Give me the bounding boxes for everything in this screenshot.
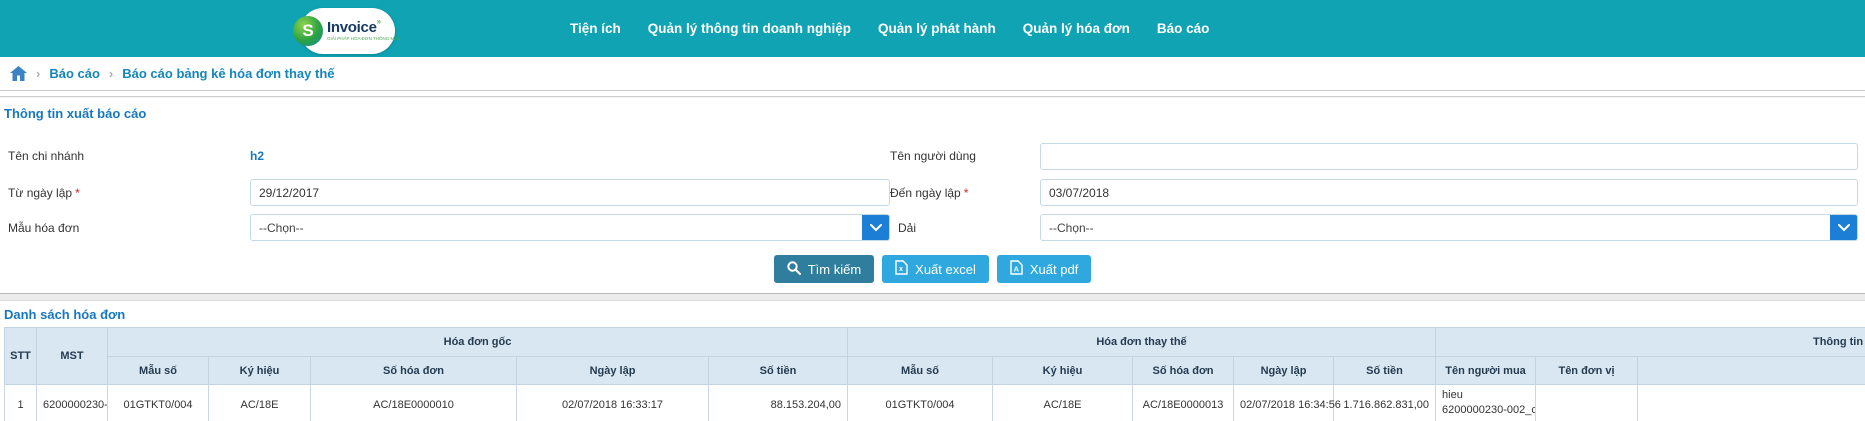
branch-value: h2 bbox=[250, 149, 265, 163]
home-icon[interactable] bbox=[10, 66, 27, 81]
cell-ten-nguoi-mua: hieu 6200000230-002_cn bbox=[1435, 384, 1537, 421]
range-select[interactable]: --Chọn-- bbox=[1040, 214, 1858, 241]
breadcrumb-item-current-page[interactable]: Báo cáo bảng kê hóa đơn thay thế bbox=[122, 66, 335, 81]
nav-item-tien-ich[interactable]: Tiện ích bbox=[570, 21, 621, 36]
navbar: S Invoice » GIẢI PHÁP HÓA ĐƠN THÔNG MINH… bbox=[0, 0, 1865, 57]
column-header-ten-nguoi-mua: Tên người mua bbox=[1435, 356, 1537, 385]
range-label: Dải bbox=[898, 221, 917, 235]
svg-text:A: A bbox=[1013, 265, 1019, 274]
nav-item-quan-ly-hoa-don[interactable]: Quản lý hóa đơn bbox=[1022, 21, 1130, 36]
cell-orig-ky-hieu: AC/18E bbox=[208, 384, 311, 421]
svg-text:x: x bbox=[899, 266, 903, 273]
export-pdf-button[interactable]: A Xuất pdf bbox=[996, 255, 1092, 283]
brand-swoosh-icon: » bbox=[376, 17, 382, 27]
brand-tagline: GIẢI PHÁP HÓA ĐƠN THÔNG MINH bbox=[327, 36, 402, 42]
column-header-orig-ngay-lap: Ngày lập bbox=[516, 356, 709, 385]
group-header-buyer-info: Thông tin người mua bbox=[1435, 327, 1865, 357]
branch-label: Tên chi nhánh bbox=[8, 149, 85, 163]
breadcrumb: › Báo cáo › Báo cáo bảng kê hóa đơn thay… bbox=[0, 57, 1865, 91]
cell-mst: 6200000230-00 bbox=[36, 384, 108, 421]
column-header-repl-so-tien: Số tiền bbox=[1332, 356, 1437, 385]
from-date-label: Từ ngày lập * bbox=[8, 186, 80, 200]
column-header-repl-mau-so: Mẫu số bbox=[847, 356, 993, 385]
nav-item-quan-ly-thong-tin-doanh-nghiep[interactable]: Quản lý thông tin doanh nghiệp bbox=[647, 21, 851, 36]
invoice-list-title: Danh sách hóa đơn bbox=[4, 307, 126, 322]
invoice-template-select[interactable]: --Chọn-- bbox=[250, 214, 890, 241]
group-header-replacement-invoice: Hóa đơn thay thế bbox=[846, 327, 1437, 357]
table-row: 1 6200000230-00 01GTKT0/004 AC/18E AC/18… bbox=[4, 384, 1865, 421]
column-header-ten-don-vi: Tên đơn vị bbox=[1535, 356, 1639, 385]
form-actions: Tìm kiếm x Xuất excel A Xuất pdf bbox=[0, 255, 1865, 283]
brand-logo[interactable]: S Invoice » GIẢI PHÁP HÓA ĐƠN THÔNG MINH bbox=[293, 8, 402, 54]
invoice-template-label: Mẫu hóa đơn bbox=[8, 221, 80, 235]
cell-stt: 1 bbox=[4, 384, 37, 421]
invoice-template-dropdown-button[interactable] bbox=[862, 215, 889, 240]
to-date-input[interactable] bbox=[1040, 179, 1858, 206]
pdf-icon: A bbox=[1010, 260, 1023, 278]
brand-name: Invoice bbox=[327, 19, 377, 37]
export-excel-button[interactable]: x Xuất excel bbox=[882, 255, 989, 283]
cell-orig-so-hoa-don: AC/18E0000010 bbox=[310, 384, 517, 421]
column-header-stt: STT bbox=[4, 327, 37, 385]
username-input[interactable] bbox=[1040, 143, 1858, 170]
sub-header-row: Mẫu số Ký hiệu Số hóa đơn Ngày lập Số ti… bbox=[5, 356, 1865, 385]
required-asterisk: * bbox=[963, 186, 969, 200]
cell-repl-so-tien: 1.716.862.831,00 bbox=[1332, 384, 1437, 421]
nav-item-bao-cao[interactable]: Báo cáo bbox=[1156, 21, 1210, 36]
excel-icon: x bbox=[895, 260, 908, 278]
cell-repl-ky-hieu: AC/18E bbox=[992, 384, 1133, 421]
column-header-repl-so-hoa-don: Số hóa đơn bbox=[1132, 356, 1234, 385]
column-header-orig-ky-hieu: Ký hiệu bbox=[208, 356, 311, 385]
to-date-label: Đến ngày lập * bbox=[890, 186, 969, 200]
chevron-down-icon bbox=[1837, 220, 1850, 235]
main-menu: Tiện ích Quản lý thông tin doanh nghiệp … bbox=[570, 0, 1209, 57]
cell-orig-mau-so: 01GTKT0/004 bbox=[107, 384, 209, 421]
group-header-row: STT MST Hóa đơn gốc Hóa đơn thay thế Thô… bbox=[4, 327, 1865, 385]
column-header-extra bbox=[1637, 356, 1865, 385]
column-header-repl-ngay-lap: Ngày lập bbox=[1233, 356, 1334, 385]
breadcrumb-separator: › bbox=[108, 66, 114, 81]
username-label: Tên người dùng bbox=[890, 149, 976, 163]
search-button[interactable]: Tìm kiếm bbox=[773, 255, 875, 283]
from-date-input[interactable] bbox=[250, 179, 890, 206]
divider-line bbox=[0, 96, 1865, 98]
cell-repl-mau-so: 01GTKT0/004 bbox=[847, 384, 993, 421]
cell-orig-so-tien: 88.153.204,00 bbox=[708, 384, 848, 421]
column-header-mst: MST bbox=[36, 327, 108, 385]
range-selected-value: --Chọn-- bbox=[1049, 220, 1094, 235]
cell-repl-ngay-lap: 02/07/2018 16:34:56 bbox=[1233, 384, 1341, 421]
breadcrumb-separator: › bbox=[36, 66, 41, 81]
search-icon bbox=[787, 260, 801, 278]
column-header-orig-so-hoa-don: Số hóa đơn bbox=[310, 356, 517, 385]
cell-extra bbox=[1637, 384, 1865, 421]
invoice-template-selected-value: --Chọn-- bbox=[259, 220, 304, 235]
brand-s-icon: S bbox=[293, 16, 324, 46]
cell-ten-don-vi bbox=[1535, 384, 1639, 421]
chevron-down-icon bbox=[869, 220, 882, 235]
cell-repl-so-hoa-don: AC/18E0000013 bbox=[1132, 384, 1234, 421]
range-dropdown-button[interactable] bbox=[1830, 215, 1857, 240]
nav-item-quan-ly-phat-hanh[interactable]: Quản lý phát hành bbox=[878, 21, 996, 36]
group-header-original-invoice: Hóa đơn gốc bbox=[107, 327, 848, 357]
column-header-orig-mau-so: Mẫu số bbox=[107, 356, 209, 385]
column-header-orig-so-tien: Số tiền bbox=[708, 356, 848, 385]
cell-orig-ngay-lap: 02/07/2018 16:33:17 bbox=[516, 384, 709, 421]
section-divider bbox=[0, 293, 1865, 301]
report-form-title: Thông tin xuất báo cáo bbox=[4, 106, 147, 121]
required-asterisk: * bbox=[75, 186, 80, 200]
invoice-table: STT MST Hóa đơn gốc Hóa đơn thay thế Thô… bbox=[4, 327, 1865, 421]
column-header-repl-ky-hieu: Ký hiệu bbox=[992, 356, 1133, 385]
breadcrumb-item-bao-cao[interactable]: Báo cáo bbox=[49, 66, 100, 81]
